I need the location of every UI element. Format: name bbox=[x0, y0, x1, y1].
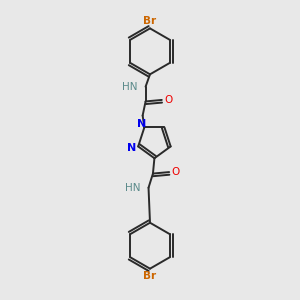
Text: O: O bbox=[172, 167, 180, 177]
Text: O: O bbox=[164, 95, 172, 105]
Text: HN: HN bbox=[122, 82, 137, 92]
Text: HN: HN bbox=[125, 183, 140, 193]
Text: Br: Br bbox=[143, 16, 157, 26]
Text: Br: Br bbox=[143, 271, 157, 281]
Text: N: N bbox=[127, 142, 136, 153]
Text: N: N bbox=[137, 119, 147, 129]
